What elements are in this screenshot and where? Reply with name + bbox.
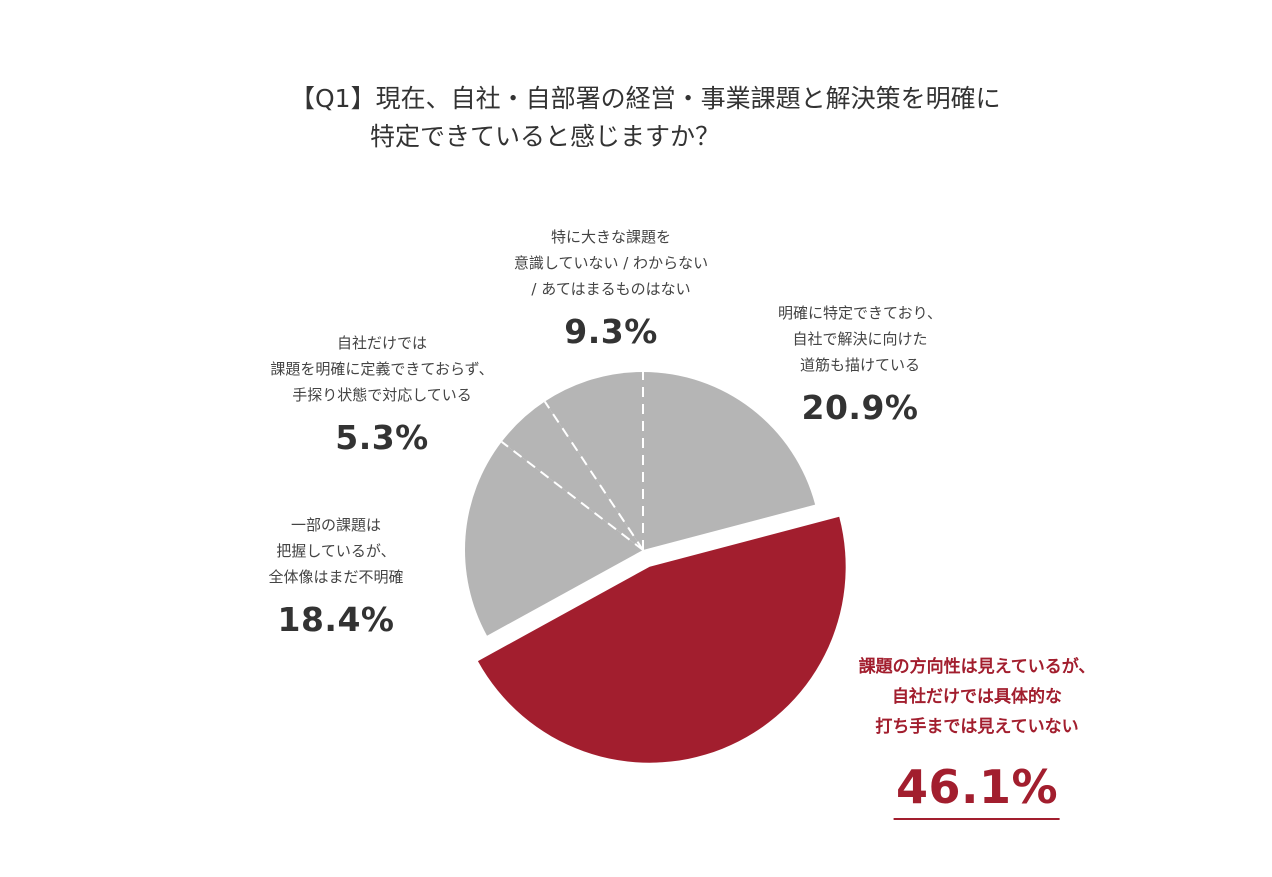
slice-label-desc: 自社だけでは 課題を明確に定義できておらず、 手探り状態で対応している	[270, 330, 493, 408]
pie-slice-partial	[465, 441, 643, 636]
slice-label-line: 自社だけでは	[336, 334, 428, 352]
slice-label-line: 自社で解決に向けた	[792, 330, 928, 348]
slice-label-identified: 明確に特定できており、 自社で解決に向けた 道筋も描けている 20.9%	[778, 300, 942, 427]
slice-label-desc: 明確に特定できており、 自社で解決に向けた 道筋も描けている	[778, 300, 942, 378]
chart-title: 【Q1】現在、自社・自部署の経営・事業課題と解決策を明確に 特定できていると感じ…	[290, 80, 1001, 156]
slice-label-line: 把握しているが、	[276, 542, 396, 560]
slice-label-partial: 一部の課題は 把握しているが、 全体像はまだ不明確 18.4%	[268, 512, 403, 639]
slice-label-line: 打ち手までは見えていない	[875, 717, 1079, 737]
slice-percent: 9.3%	[564, 312, 658, 351]
slice-label-line: 手探り状態で対応している	[292, 386, 472, 404]
pie-slice-identified	[643, 372, 816, 550]
slice-label-groping: 自社だけでは 課題を明確に定義できておらず、 手探り状態で対応している 5.3%	[270, 330, 493, 457]
slice-label-desc: 一部の課題は 把握しているが、 全体像はまだ不明確	[268, 512, 403, 590]
slice-label-line: / あてはまるものはない	[531, 280, 691, 298]
slice-label-line: 一部の課題は	[290, 516, 382, 534]
pie-slice-not-aware	[544, 372, 643, 550]
slice-percent-highlight: 46.1%	[893, 760, 1061, 820]
chart-title-line2: 特定できていると感じますか？	[370, 122, 721, 151]
slice-label-desc: 課題の方向性は見えているが、 自社だけでは具体的な 打ち手までは見えていない	[859, 652, 1096, 742]
slice-label-line: 明確に特定できており、	[778, 304, 942, 322]
slice-percent: 20.9%	[801, 388, 919, 427]
pie-divider-line	[543, 400, 644, 551]
pie-slice-groping	[501, 401, 643, 550]
slice-label-direction-visible: 課題の方向性は見えているが、 自社だけでは具体的な 打ち手までは見えていない 4…	[859, 652, 1096, 820]
pie-slice-direction-visible	[477, 516, 846, 763]
slice-label-line: 課題の方向性は見えているが、	[858, 657, 1096, 677]
slice-label-line: 全体像はまだ不明確	[268, 568, 404, 586]
slice-label-line: 自社だけでは具体的な	[892, 687, 1062, 707]
slice-label-desc: 特に大きな課題を 意識していない / わからない / あてはまるものはない	[514, 224, 708, 302]
slice-label-line: 特に大きな課題を	[550, 228, 671, 246]
slice-label-line: 道筋も描けている	[799, 356, 921, 374]
slice-label-line: 意識していない / わからない	[513, 254, 709, 272]
slice-label-line: 課題を明確に定義できておらず、	[270, 360, 494, 378]
slice-percent: 18.4%	[277, 600, 395, 639]
slice-percent: 5.3%	[335, 418, 429, 457]
pie-divider-line	[501, 440, 644, 551]
slice-label-not-aware: 特に大きな課題を 意識していない / わからない / あてはまるものはない 9.…	[514, 224, 708, 351]
chart-title-line1: 【Q1】現在、自社・自部署の経営・事業課題と解決策を明確に	[290, 84, 1001, 113]
